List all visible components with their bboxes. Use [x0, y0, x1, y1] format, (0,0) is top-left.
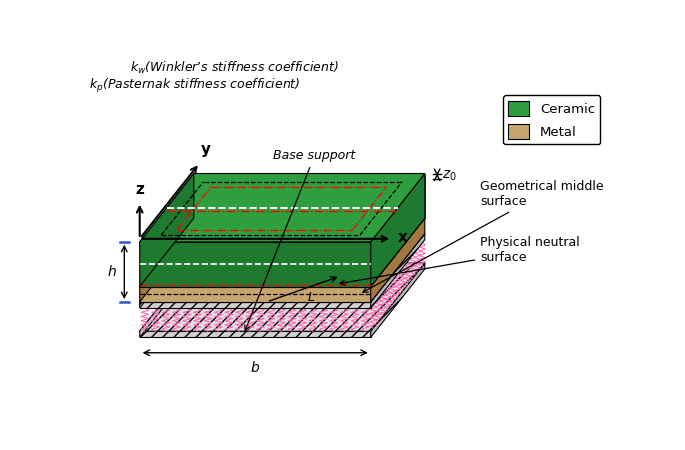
Legend: Ceramic, Metal: Ceramic, Metal — [503, 95, 600, 144]
Polygon shape — [140, 302, 371, 308]
Polygon shape — [140, 234, 425, 302]
Text: Physical neutral
surface: Physical neutral surface — [340, 236, 580, 285]
Text: $L$: $L$ — [307, 291, 315, 304]
Polygon shape — [140, 263, 425, 331]
Polygon shape — [140, 218, 425, 287]
Polygon shape — [140, 174, 194, 287]
Polygon shape — [140, 331, 371, 338]
Polygon shape — [371, 174, 425, 287]
Polygon shape — [371, 234, 425, 308]
Polygon shape — [140, 218, 194, 302]
Text: Geometrical middle
surface: Geometrical middle surface — [363, 180, 603, 292]
Polygon shape — [194, 174, 425, 218]
Polygon shape — [140, 174, 425, 242]
Text: $k_p$(Pasternak stiffness coefficient): $k_p$(Pasternak stiffness coefficient) — [89, 77, 301, 95]
Text: $b$: $b$ — [250, 360, 260, 375]
Polygon shape — [371, 263, 425, 338]
Text: $k_w$(Winkler’s stiffness coefficient): $k_w$(Winkler’s stiffness coefficient) — [129, 60, 338, 76]
Text: $h$: $h$ — [107, 265, 116, 279]
Text: z: z — [135, 182, 144, 197]
Polygon shape — [140, 263, 194, 338]
Polygon shape — [140, 234, 194, 308]
Text: y: y — [201, 142, 211, 157]
Polygon shape — [140, 287, 371, 302]
Text: x: x — [398, 230, 408, 245]
Polygon shape — [371, 218, 425, 302]
Text: $z_0$: $z_0$ — [442, 169, 457, 184]
Polygon shape — [140, 242, 371, 287]
Text: Base support: Base support — [245, 149, 356, 330]
